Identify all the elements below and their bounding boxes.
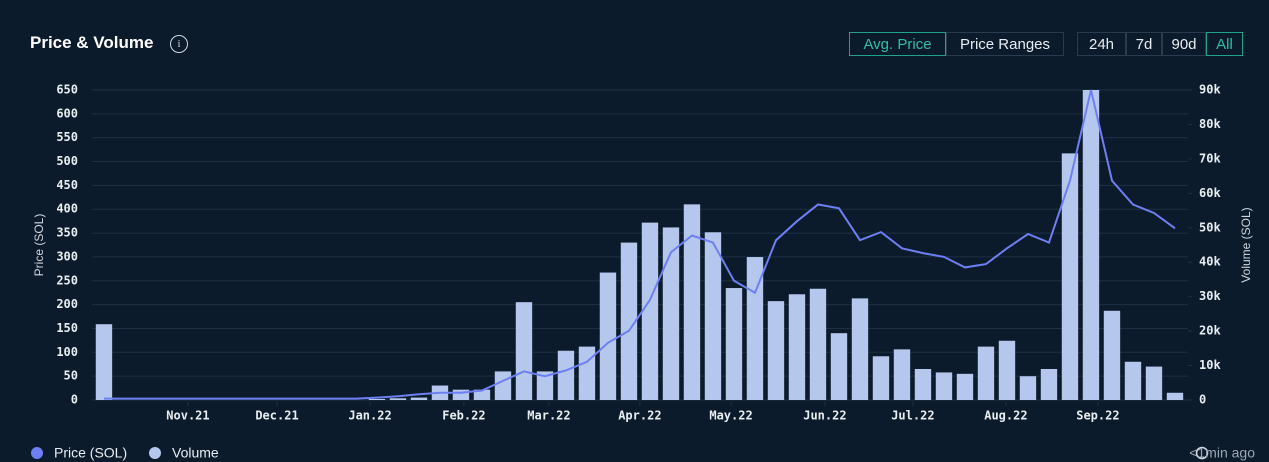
bar (956, 373, 974, 400)
y-tick-label: 650 (56, 83, 78, 97)
x-tick-label: Jun.22 (803, 409, 846, 423)
y-tick-label: 350 (56, 226, 78, 240)
y-tick-label: 450 (56, 178, 78, 192)
bar (1103, 310, 1121, 400)
x-tick-label: Jan.22 (348, 409, 391, 423)
button[interactable]: 24h (1077, 32, 1126, 56)
y-tick-label: 600 (56, 106, 78, 120)
bar (1061, 153, 1079, 400)
x-tick-label: Nov.21 (166, 409, 209, 423)
bar (389, 398, 407, 400)
bar (914, 369, 932, 400)
bar (935, 372, 953, 400)
bar (410, 397, 428, 400)
info-icon[interactable]: i (170, 35, 188, 53)
y-tick-label: 150 (56, 321, 78, 335)
bar (830, 333, 848, 400)
y-tick-label: 0 (71, 393, 78, 407)
bar (620, 242, 638, 400)
bar (95, 324, 113, 400)
bar (494, 371, 512, 400)
bar (809, 288, 827, 400)
bar (977, 346, 995, 400)
bar (368, 398, 386, 400)
bar (1040, 369, 1058, 400)
button[interactable]: 90d (1162, 32, 1206, 56)
y-tick-label: 100 (56, 345, 78, 359)
legend-swatch (31, 447, 43, 459)
y2-tick-label: 20k (1199, 324, 1221, 338)
bar (683, 204, 701, 400)
y2-tick-label: 80k (1199, 117, 1221, 131)
y2-tick-label: 70k (1199, 151, 1221, 165)
bar (578, 346, 596, 400)
bar (767, 301, 785, 400)
bar (452, 389, 470, 400)
y2-tick-label: 40k (1199, 255, 1221, 269)
y2-tick-label: 10k (1199, 358, 1221, 372)
bar (1019, 376, 1037, 400)
x-tick-label: Feb.22 (442, 409, 485, 423)
button[interactable]: Price Ranges (946, 32, 1064, 56)
button[interactable]: All (1206, 32, 1243, 56)
bar (746, 257, 764, 400)
x-tick-label: Dec.21 (255, 409, 298, 423)
bar (851, 298, 869, 400)
legend-label: Volume (172, 445, 219, 461)
bar (1082, 90, 1100, 400)
bar (662, 227, 680, 400)
bar (725, 288, 743, 400)
y-tick-label: 50 (64, 369, 78, 383)
y-tick-label: 500 (56, 154, 78, 168)
refresh-icon (1195, 446, 1209, 460)
bar (599, 272, 617, 400)
legend-label: Price (SOL) (54, 445, 127, 461)
updated-label: <1min ago (1189, 445, 1255, 461)
x-tick-label: Aug.22 (984, 409, 1027, 423)
y-tick-label: 300 (56, 249, 78, 263)
bar (557, 350, 575, 400)
bar (704, 232, 722, 400)
bar (1124, 361, 1142, 400)
bar (641, 222, 659, 400)
bar (515, 302, 533, 400)
y2-axis-label: Volume (SOL) (1239, 207, 1253, 282)
x-tick-label: Apr.22 (618, 409, 661, 423)
x-tick-label: May.22 (709, 409, 752, 423)
bar (788, 294, 806, 400)
legend-swatch (149, 447, 161, 459)
button[interactable]: Avg. Price (849, 32, 946, 56)
y2-tick-label: 90k (1199, 83, 1221, 97)
price-line (104, 89, 1176, 400)
y-axis-label: Price (SOL) (32, 214, 46, 277)
bar (1145, 366, 1163, 400)
x-tick-label: Mar.22 (527, 409, 570, 423)
y2-tick-label: 30k (1199, 289, 1221, 303)
y-tick-label: 250 (56, 273, 78, 287)
bar (1166, 392, 1184, 400)
button[interactable]: 7d (1126, 32, 1162, 56)
y2-tick-label: 60k (1199, 186, 1221, 200)
bar (893, 349, 911, 400)
bar (473, 389, 491, 400)
title: Price & Volume (30, 33, 154, 52)
y-tick-label: 400 (56, 202, 78, 216)
y2-tick-label: 0 (1199, 393, 1206, 407)
y-tick-label: 550 (56, 130, 78, 144)
x-tick-label: Jul.22 (891, 409, 934, 423)
bar (536, 371, 554, 400)
bar (998, 340, 1016, 400)
x-tick-label: Sep.22 (1076, 409, 1119, 423)
bar (872, 356, 890, 400)
y2-tick-label: 50k (1199, 220, 1221, 234)
y-tick-label: 200 (56, 297, 78, 311)
